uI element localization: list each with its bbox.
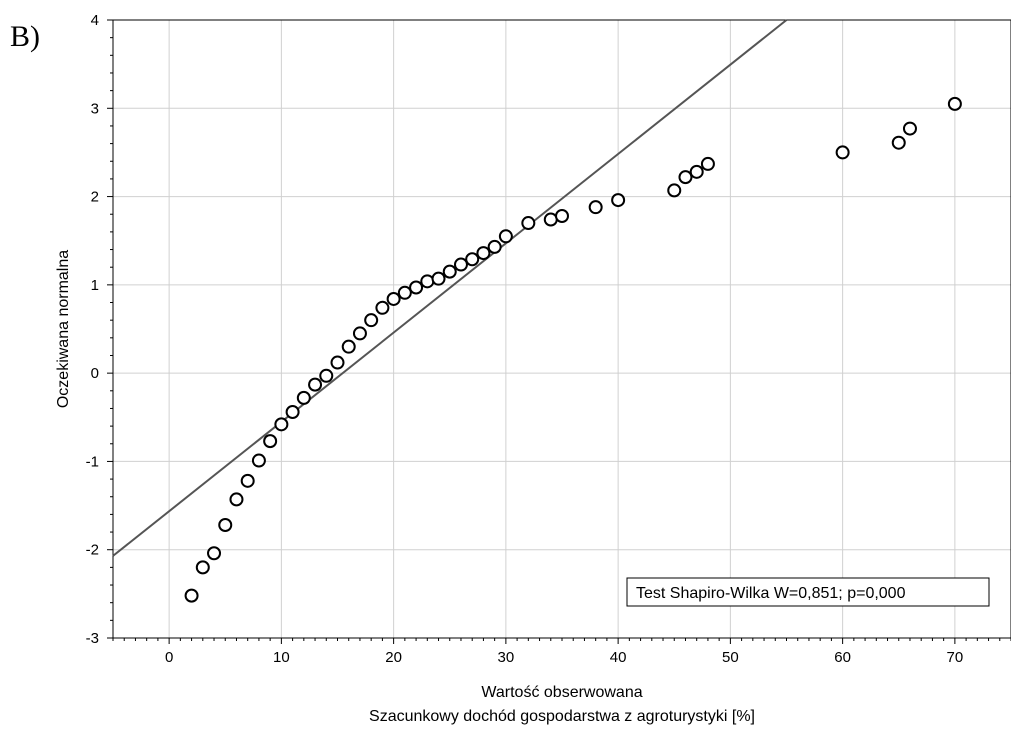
data-point — [341, 339, 356, 354]
reference-line-group — [112, 19, 788, 557]
y-axis-title: Oczekiwana normalna — [55, 250, 72, 408]
data-point — [588, 200, 603, 215]
x-tick-label: 30 — [498, 649, 515, 666]
data-point — [431, 271, 446, 286]
data-point — [487, 239, 502, 254]
data-point — [330, 355, 345, 370]
legend-box: Test Shapiro-Wilka W=0,851; p=0,000 — [626, 577, 990, 607]
data-point — [397, 285, 412, 300]
data-point — [453, 257, 468, 272]
data-point — [891, 135, 906, 150]
data-point — [229, 492, 244, 507]
data-point — [251, 453, 266, 468]
y-tick-label: 2 — [91, 189, 99, 206]
data-point — [375, 300, 390, 315]
plot-frame — [112, 19, 1011, 639]
data-point — [207, 546, 222, 561]
y-tick-label: -3 — [86, 630, 99, 647]
x-tick-label: 40 — [610, 649, 627, 666]
data-point — [689, 164, 704, 179]
y-tick-label: -2 — [86, 542, 99, 559]
data-point — [285, 404, 300, 419]
data-point — [296, 390, 311, 405]
data-point — [442, 264, 457, 279]
y-tick-label: 3 — [91, 100, 99, 117]
legend-frame — [626, 577, 990, 607]
x-tick-label: 70 — [947, 649, 964, 666]
panel-label: B) — [10, 20, 40, 53]
axis-ticks: 0 10 20 30 40 50 60 70 -3 -2 -1 0 1 2 3 4 — [86, 12, 1011, 666]
data-point — [667, 183, 682, 198]
data-point — [555, 208, 569, 223]
data-point — [700, 156, 715, 171]
reference-line — [112, 19, 788, 557]
data-point — [274, 417, 289, 432]
data-point — [678, 170, 693, 185]
data-point — [902, 121, 917, 136]
data-point — [218, 517, 233, 532]
x-tick-label: 60 — [834, 649, 851, 666]
y-tick-label: 4 — [91, 12, 99, 29]
x-axis-title: Wartość obserwowana — [481, 684, 642, 701]
data-point — [835, 145, 850, 160]
x-tick-label: 0 — [165, 649, 173, 666]
data-point — [420, 274, 435, 289]
data-point — [308, 377, 323, 392]
data-point — [611, 193, 626, 208]
y-tick-label: 0 — [91, 365, 99, 382]
data-point — [476, 246, 491, 261]
data-point — [409, 280, 424, 295]
data-point — [184, 588, 199, 603]
x-axis-subtitle: Szacunkowy dochód gospodarstwa z agrotur… — [369, 708, 755, 725]
data-point — [521, 216, 536, 231]
y-tick-label: -1 — [86, 453, 99, 470]
data-point — [947, 96, 962, 111]
data-point — [543, 212, 558, 227]
data-point — [364, 313, 379, 328]
legend-annotation: Test Shapiro-Wilka W=0,851; p=0,000 — [636, 585, 906, 602]
x-tick-label: 20 — [385, 649, 402, 666]
data-point — [240, 473, 255, 488]
data-point — [195, 560, 210, 575]
grid — [113, 19, 1011, 639]
y-tick-label: 1 — [91, 277, 99, 294]
data-points — [184, 96, 962, 603]
x-tick-label: 10 — [273, 649, 290, 666]
data-point — [498, 229, 513, 244]
data-point — [352, 326, 367, 341]
data-point — [319, 368, 334, 383]
data-point — [386, 291, 401, 306]
x-tick-label: 50 — [722, 649, 739, 666]
data-point — [263, 434, 278, 449]
data-point — [465, 252, 480, 267]
